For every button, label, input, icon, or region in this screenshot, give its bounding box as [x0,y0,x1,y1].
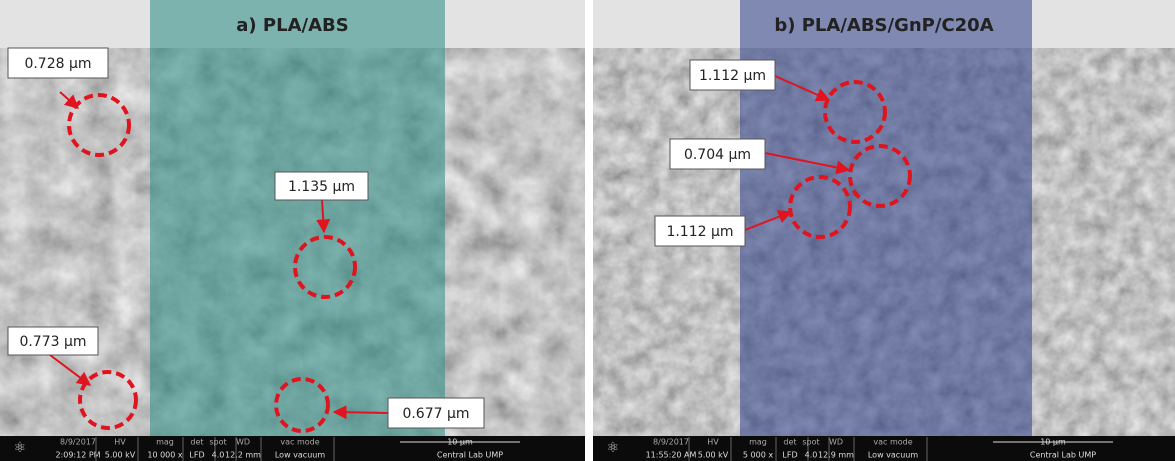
arrow [334,412,388,413]
size-label: 0.704 µm [684,147,751,163]
databar-value: 10 000 x [147,451,183,460]
databar-label: WD [829,438,843,447]
databar-value: Low vacuum [275,451,325,460]
databar-label: spot [209,438,226,447]
panel-title: a) PLA/ABS [236,15,348,36]
size-label: 1.135 µm [288,179,355,195]
databar-value: LFD [782,451,797,460]
databar-value: 12.9 mm [818,451,854,460]
scale-label: 10 µm [447,438,473,447]
databar-value: 5 000 x [743,451,773,460]
databar-label: spot [802,438,819,447]
databar-value: 4.0 [212,451,225,460]
size-label: 1.112 µm [666,224,733,240]
lab-name: Central Lab UMP [1030,451,1096,460]
size-label: 0.728 µm [24,56,91,72]
databar-label: HV [707,438,719,447]
size-label: 1.112 µm [699,68,766,84]
sem-logo: ⚛ [14,440,27,456]
panel: b) PLA/ABS/GnP/C20A 1.112 µm 0.704 µm 1.112… [593,0,1175,461]
panel-title: b) PLA/ABS/GnP/C20A [774,15,993,36]
databar-label: vac mode [280,438,319,447]
databar-value: 4.0 [805,451,818,460]
databar-label: HV [114,438,126,447]
databar-label: WD [236,438,250,447]
databar-value: 5.00 kV [698,451,729,460]
databar-label: mag [156,438,174,447]
overlay [150,0,445,436]
lab-name: Central Lab UMP [437,451,503,460]
databar-label: det [783,438,796,447]
databar-value: 2:09:12 PM [55,451,100,460]
panel: a) PLA/ABS 0.728 µm 1.135 µm 0.773 µm 0.677 … [0,0,585,461]
databar-label: mag [749,438,767,447]
databar-value: 5.00 kV [105,451,136,460]
databar-label: vac mode [873,438,912,447]
databar-value: Low vacuum [868,451,918,460]
figure: a) PLA/ABS 0.728 µm 1.135 µm 0.773 µm 0.677 … [0,0,1175,461]
size-label: 0.773 µm [19,334,86,350]
size-label: 0.677 µm [402,406,469,422]
scale-label: 10 µm [1040,438,1066,447]
databar-value: 12.2 mm [225,451,261,460]
databar-label: det [190,438,203,447]
databar-value: LFD [189,451,204,460]
databar-label: 8/9/2017 [60,438,96,447]
sem-logo: ⚛ [607,440,620,456]
databar-label: 8/9/2017 [653,438,689,447]
overlay [740,0,1032,436]
